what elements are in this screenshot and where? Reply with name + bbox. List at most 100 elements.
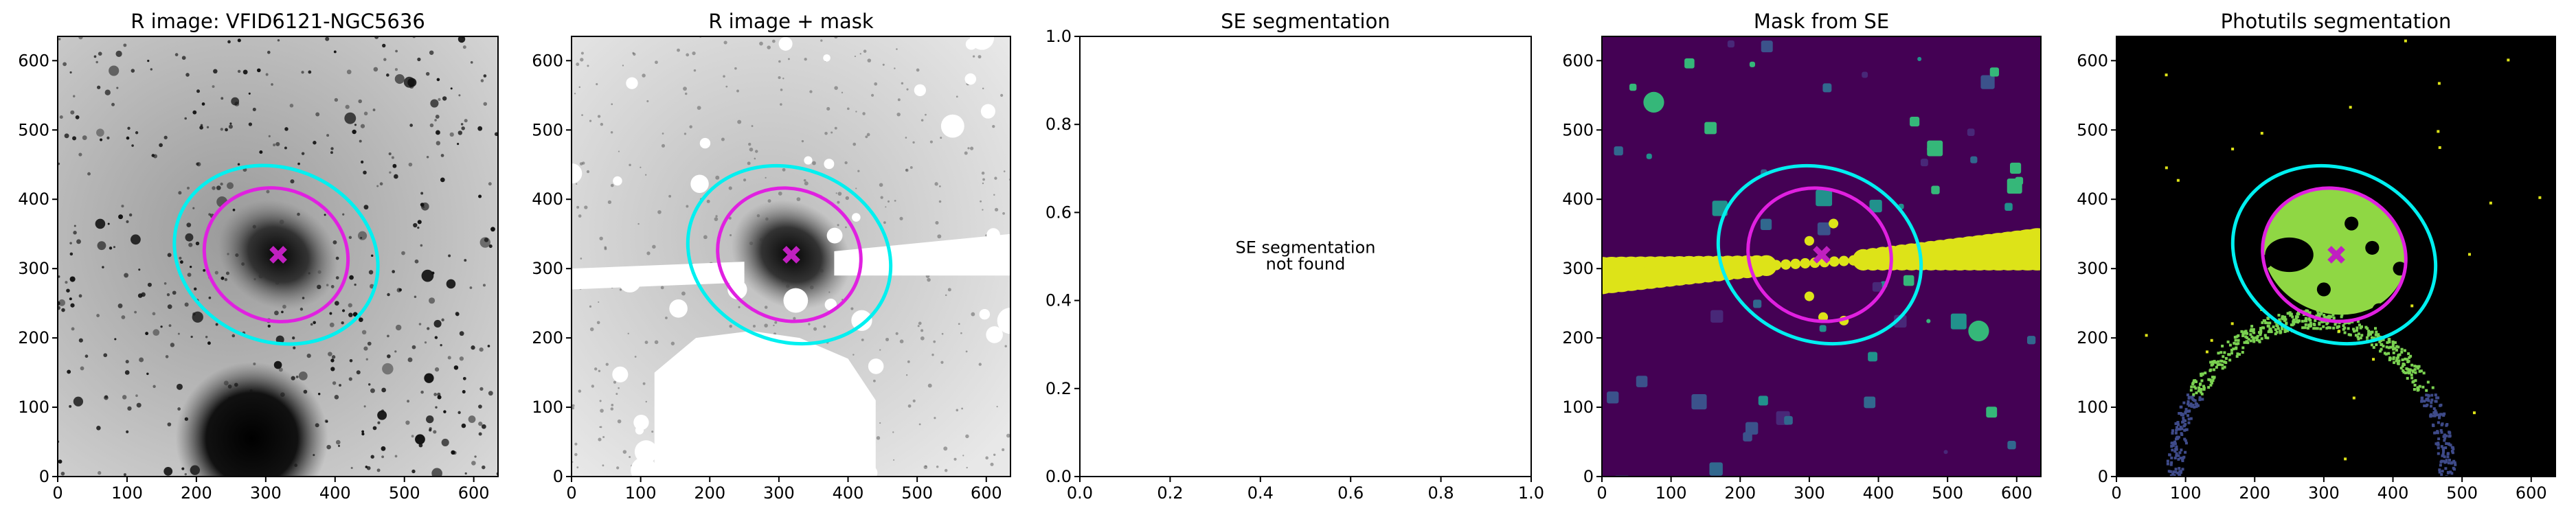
- star: [927, 277, 931, 282]
- star: [358, 99, 362, 104]
- star: [780, 103, 782, 106]
- segment: [2198, 396, 2202, 400]
- mask-square: [1931, 185, 1940, 194]
- star: [576, 466, 579, 469]
- y-tick-label: 100: [1562, 398, 1594, 417]
- star: [433, 319, 442, 328]
- mask-dot: [964, 73, 977, 85]
- segment: [2435, 413, 2439, 417]
- segment: [2426, 393, 2430, 397]
- y-tick-label: 0.6: [1046, 203, 1072, 222]
- segment: [2202, 385, 2206, 388]
- star: [409, 124, 413, 127]
- mask-band: [1771, 260, 1782, 271]
- star: [326, 134, 330, 137]
- annotation: not found: [1266, 255, 1346, 274]
- star: [804, 58, 807, 61]
- star: [665, 317, 668, 319]
- star: [580, 52, 584, 55]
- segment: [2178, 467, 2181, 470]
- star: [572, 407, 575, 410]
- mask-region: [654, 331, 876, 477]
- segment: [2200, 398, 2204, 401]
- segment: [2319, 312, 2323, 316]
- star: [610, 407, 614, 411]
- segment: [2184, 439, 2187, 442]
- star: [646, 100, 649, 102]
- star: [117, 303, 123, 308]
- mask-dot: [727, 279, 747, 299]
- segment: [2235, 342, 2239, 345]
- x-tick-label: 0.6: [1337, 483, 1364, 503]
- segment: [2182, 455, 2186, 459]
- mask-band: [1790, 258, 1801, 269]
- segment: [2251, 330, 2255, 333]
- segment: [2391, 345, 2395, 348]
- star: [611, 404, 614, 407]
- segment: [2180, 470, 2183, 473]
- star: [163, 135, 168, 139]
- y-tick-label: 600: [18, 51, 49, 70]
- segment: [2387, 346, 2391, 350]
- segment: [2367, 332, 2371, 336]
- segment: [2387, 338, 2391, 341]
- segment: [2448, 435, 2451, 438]
- segment: [2145, 334, 2148, 337]
- mask-square: [1760, 218, 1772, 230]
- segment: [2411, 380, 2415, 384]
- star: [365, 358, 368, 360]
- mask-dot: [690, 174, 709, 194]
- star: [938, 200, 942, 203]
- star: [992, 125, 995, 128]
- segment: [2370, 331, 2373, 334]
- segment: [2373, 336, 2376, 340]
- segment: [2238, 353, 2241, 356]
- segment: [2268, 330, 2271, 333]
- star: [993, 194, 995, 196]
- segment: [2221, 363, 2224, 367]
- segment: [2308, 318, 2312, 321]
- star: [982, 209, 984, 211]
- mask-blob: [1968, 320, 1989, 342]
- star: [634, 356, 637, 358]
- segment: [2180, 405, 2183, 409]
- segment: [2175, 437, 2178, 441]
- center-marker: [1813, 246, 1831, 264]
- star: [78, 294, 82, 298]
- star: [313, 141, 317, 145]
- segment: [2194, 402, 2197, 405]
- star: [958, 323, 960, 325]
- segment: [2259, 328, 2262, 332]
- segment: [2344, 457, 2347, 461]
- mask-dot: [783, 288, 809, 313]
- segment: [2241, 332, 2245, 336]
- axes-frame: [571, 36, 1011, 477]
- star: [618, 150, 620, 152]
- segment: [2327, 326, 2330, 330]
- star: [820, 39, 823, 42]
- segment: [2445, 423, 2449, 426]
- star: [442, 96, 447, 101]
- segment: [2191, 382, 2195, 386]
- segment: [2175, 448, 2178, 451]
- segment: [2413, 368, 2417, 371]
- segment: [2198, 389, 2202, 392]
- star: [147, 282, 152, 287]
- segment: [2191, 403, 2195, 407]
- star: [883, 221, 886, 225]
- mask-square: [2015, 176, 2024, 185]
- segment: [2200, 372, 2203, 376]
- star: [468, 415, 476, 423]
- star: [834, 126, 837, 130]
- star: [359, 317, 363, 322]
- star: [736, 89, 739, 93]
- segment: [2279, 330, 2282, 333]
- segment: [2432, 407, 2436, 411]
- star: [576, 205, 580, 209]
- outer-ellipse: [1716, 163, 1923, 346]
- star: [69, 297, 72, 301]
- star: [1004, 345, 1007, 347]
- star: [918, 423, 921, 426]
- segment: [2437, 130, 2440, 133]
- star: [859, 53, 861, 55]
